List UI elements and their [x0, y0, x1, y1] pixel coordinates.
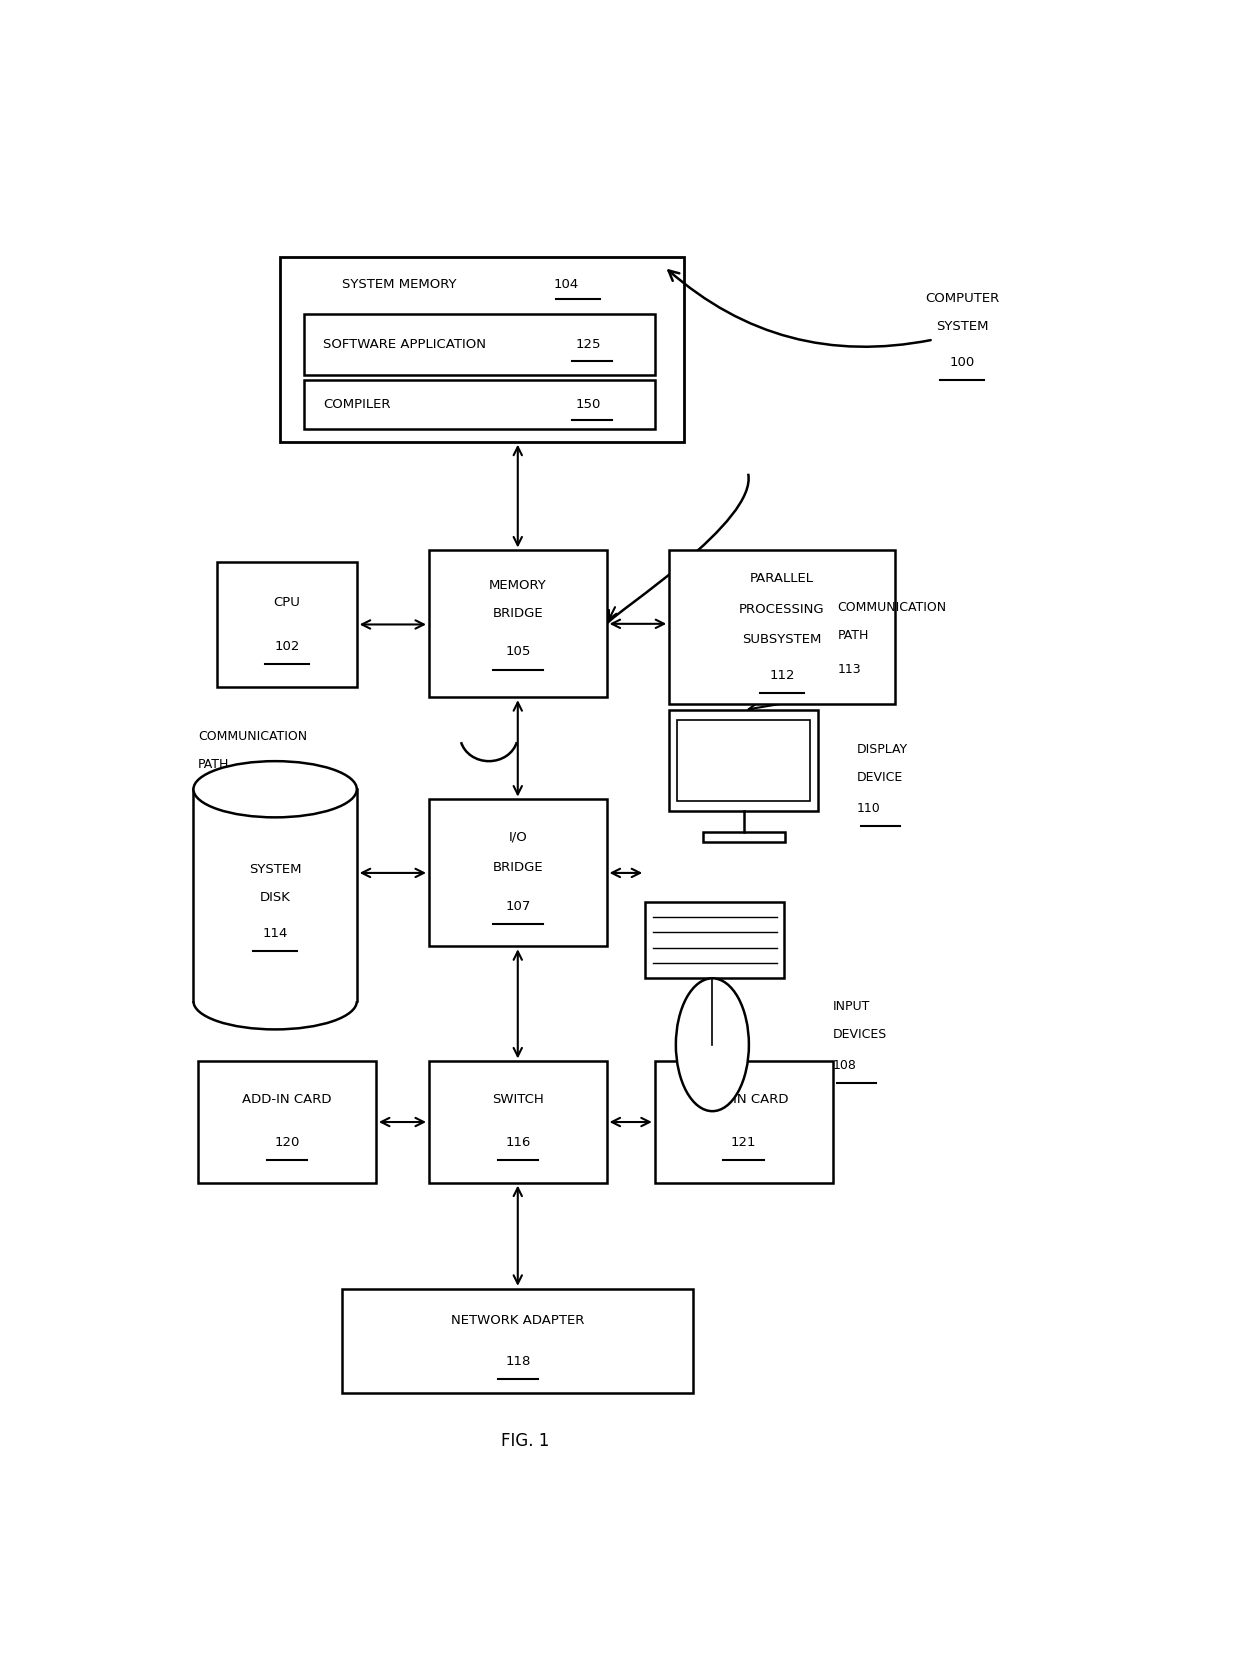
Text: PARALLEL: PARALLEL	[750, 572, 813, 586]
Text: 108: 108	[832, 1058, 857, 1072]
Text: SYSTEM: SYSTEM	[249, 863, 301, 876]
Text: DEVICES: DEVICES	[832, 1029, 887, 1040]
Text: COMPUTER: COMPUTER	[925, 292, 999, 305]
FancyBboxPatch shape	[217, 562, 357, 687]
Text: 110: 110	[857, 801, 880, 815]
FancyBboxPatch shape	[280, 257, 683, 441]
Text: 118: 118	[505, 1355, 531, 1369]
Text: 106: 106	[198, 790, 222, 803]
Text: 125: 125	[575, 338, 601, 352]
Text: INPUT: INPUT	[832, 1000, 870, 1014]
FancyBboxPatch shape	[703, 833, 785, 843]
Text: SYSTEM MEMORY: SYSTEM MEMORY	[342, 279, 456, 292]
Text: DEVICE: DEVICE	[857, 771, 903, 785]
Text: COMMUNICATION: COMMUNICATION	[198, 730, 308, 743]
FancyBboxPatch shape	[429, 551, 606, 697]
FancyBboxPatch shape	[645, 902, 785, 979]
Text: BRIDGE: BRIDGE	[492, 607, 543, 620]
Text: ADD-IN CARD: ADD-IN CARD	[699, 1093, 789, 1105]
Text: 121: 121	[730, 1136, 756, 1150]
Text: ADD-IN CARD: ADD-IN CARD	[242, 1093, 332, 1105]
Text: 150: 150	[575, 398, 601, 411]
Text: SUBSYSTEM: SUBSYSTEM	[743, 634, 822, 647]
Text: 104: 104	[554, 279, 579, 292]
Text: CPU: CPU	[274, 596, 300, 609]
Text: 116: 116	[505, 1136, 531, 1150]
Text: SOFTWARE APPLICATION: SOFTWARE APPLICATION	[324, 338, 486, 352]
Text: 102: 102	[274, 640, 300, 652]
Text: DISK: DISK	[259, 891, 290, 904]
FancyBboxPatch shape	[304, 380, 655, 430]
Text: 120: 120	[274, 1136, 300, 1150]
FancyBboxPatch shape	[342, 1289, 693, 1394]
Text: DISPLAY: DISPLAY	[857, 743, 908, 757]
Text: 114: 114	[263, 927, 288, 941]
FancyBboxPatch shape	[429, 1062, 606, 1183]
Text: FIG. 1: FIG. 1	[501, 1432, 549, 1450]
Text: COMMUNICATION: COMMUNICATION	[837, 601, 946, 614]
Text: 105: 105	[505, 645, 531, 659]
Ellipse shape	[193, 974, 357, 1029]
Text: 112: 112	[769, 669, 795, 682]
Text: NETWORK ADAPTER: NETWORK ADAPTER	[451, 1314, 584, 1327]
Text: 107: 107	[505, 899, 531, 912]
Ellipse shape	[193, 761, 357, 818]
Text: PATH: PATH	[837, 629, 869, 642]
FancyBboxPatch shape	[304, 314, 655, 375]
Text: BRIDGE: BRIDGE	[492, 861, 543, 874]
Text: PATH: PATH	[198, 758, 229, 771]
Text: SYSTEM: SYSTEM	[936, 320, 988, 333]
FancyBboxPatch shape	[670, 710, 818, 811]
FancyBboxPatch shape	[670, 551, 895, 703]
Ellipse shape	[676, 979, 749, 1112]
FancyBboxPatch shape	[198, 1062, 376, 1183]
Text: 113: 113	[837, 662, 861, 675]
Text: 100: 100	[950, 357, 975, 368]
FancyBboxPatch shape	[429, 800, 606, 946]
Text: I/O: I/O	[508, 831, 527, 844]
Text: COMPILER: COMPILER	[324, 398, 391, 411]
FancyBboxPatch shape	[677, 720, 811, 801]
Text: PROCESSING: PROCESSING	[739, 602, 825, 615]
FancyBboxPatch shape	[655, 1062, 832, 1183]
Text: MEMORY: MEMORY	[489, 579, 547, 592]
Text: SWITCH: SWITCH	[492, 1093, 543, 1105]
